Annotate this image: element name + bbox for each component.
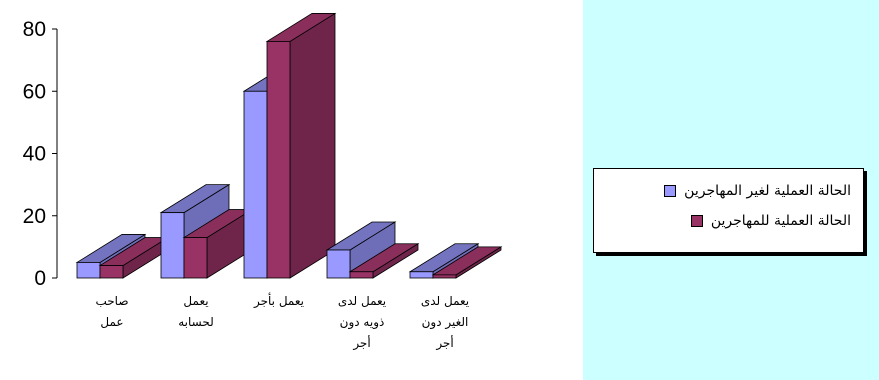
bar — [182, 208, 254, 279]
category-label-line: أجر — [435, 335, 453, 351]
legend-item: الحالة العملية لغير المهاجرين — [664, 183, 851, 199]
legend-label: الحالة العملية لغير المهاجرين — [684, 183, 851, 199]
bar — [265, 12, 337, 279]
bar-front-face — [349, 271, 374, 279]
legend-swatch — [664, 185, 677, 197]
bar-side-face — [289, 12, 336, 279]
legend-swatch — [690, 215, 703, 227]
bar — [348, 243, 420, 279]
bar-front-face — [432, 274, 457, 279]
y-tick-label: 0 — [34, 267, 46, 290]
y-axis — [52, 28, 58, 279]
bar — [431, 246, 503, 279]
category-label: يعمل لدى ذويه دون أجر — [338, 294, 386, 351]
category-label-line: الغير دون — [422, 315, 469, 330]
y-tick-label: 80 — [23, 18, 46, 41]
category-label-line: يعمل — [183, 294, 208, 308]
legend-item: الحالة العملية للمهاجرين — [690, 213, 851, 229]
y-tick-labels: 0 20 40 60 80 — [23, 18, 46, 290]
y-tick-label: 60 — [23, 80, 46, 103]
category-label-line: لحسابه — [178, 315, 214, 329]
legend-label: الحالة العملية للمهاجرين — [710, 213, 851, 229]
category-label-line: أجر — [352, 335, 370, 351]
category-label-line: ذويه دون — [340, 315, 385, 330]
category-label-line: يعمل بأجر — [253, 292, 304, 309]
bar-chart: 0 20 40 60 80 صاحب عمل يعمل لحسابه يعمل بأجر يعمل… — [23, 12, 503, 351]
category-labels: صاحب عمل يعمل لحسابه يعمل بأجر يعمل لدى ذويه د… — [95, 292, 469, 351]
category-label-line: يعمل لدى — [421, 294, 469, 308]
bar-front-face — [160, 212, 185, 279]
category-label-line: يعمل لدى — [338, 294, 386, 308]
bar — [325, 221, 397, 279]
category-label: يعمل لدى الغير دون أجر — [421, 294, 469, 351]
category-label: صاحب عمل — [95, 294, 128, 329]
bars — [75, 12, 503, 279]
category-label: يعمل بأجر — [253, 292, 304, 309]
category-label-line: عمل — [100, 315, 123, 329]
y-tick-label: 40 — [23, 143, 46, 166]
y-tick-label: 20 — [23, 205, 46, 228]
category-label: يعمل لحسابه — [178, 294, 214, 329]
bar-front-face — [76, 262, 101, 279]
bar-front-face — [409, 271, 434, 279]
category-label-line: صاحب — [95, 294, 128, 308]
bar-front-face — [183, 237, 208, 279]
bar-front-face — [266, 41, 291, 279]
bar-front-face — [326, 249, 351, 279]
bar-front-face — [243, 90, 268, 279]
bar-front-face — [99, 265, 124, 279]
legend: الحالة العملية لغير المهاجرين الحالة العم… — [593, 168, 864, 253]
